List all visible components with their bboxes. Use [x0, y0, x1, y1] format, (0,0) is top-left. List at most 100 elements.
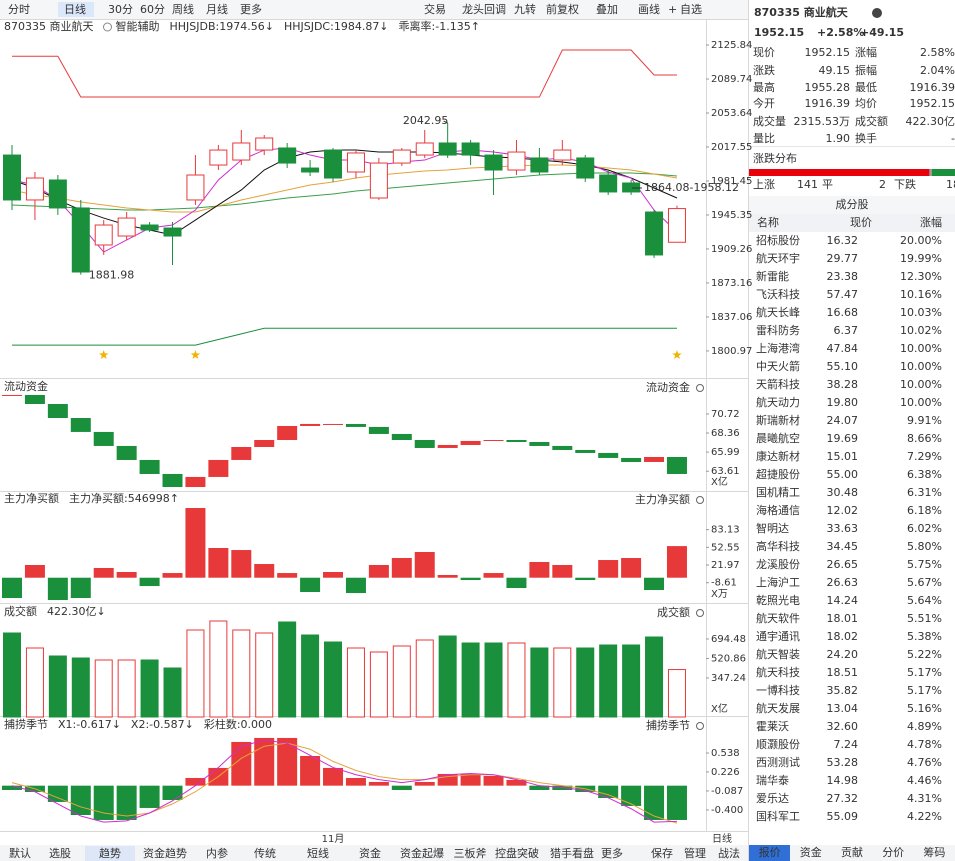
- stock-change: 6.18%: [907, 504, 942, 517]
- toolbar-button[interactable]: 30分: [108, 3, 133, 16]
- candle-body: [369, 162, 388, 199]
- axis-unit: X亿: [711, 475, 728, 488]
- stock-name[interactable]: 国机精工: [756, 485, 800, 499]
- stock-name[interactable]: 高华科技: [756, 539, 800, 553]
- stock-name[interactable]: 上海港湾: [756, 341, 800, 355]
- stock-name[interactable]: 航天科技: [756, 665, 800, 679]
- stock-name[interactable]: 顺灏股份: [756, 737, 800, 751]
- toolbar-button[interactable]: 九转: [514, 2, 536, 16]
- stock-name[interactable]: 斯瑞新材: [756, 413, 800, 427]
- stock-change: 5.51%: [907, 612, 942, 625]
- toolbar-button[interactable]: 交易: [424, 2, 446, 16]
- stock-change: 5.64%: [907, 594, 942, 607]
- bottom-tab-action[interactable]: 管理: [684, 846, 706, 860]
- bottom-tab[interactable]: 传统: [254, 847, 276, 860]
- stock-name[interactable]: 康达新材: [756, 449, 800, 463]
- divider: [749, 146, 955, 147]
- panel-tab[interactable]: 贡献: [841, 845, 863, 859]
- volume-bar: [369, 651, 388, 718]
- bottom-tab[interactable]: 默认: [9, 847, 31, 860]
- pane-subtitle[interactable]: 智能辅助: [116, 19, 160, 33]
- toolbar-button[interactable]: 月线: [206, 2, 228, 16]
- toolbar-button[interactable]: 叠加: [596, 3, 618, 16]
- quote-label: 涨幅: [855, 46, 877, 59]
- settings-icon[interactable]: [696, 722, 704, 730]
- stock-name[interactable]: 天箭科技: [756, 377, 800, 391]
- stock-name[interactable]: 航天发展: [756, 701, 800, 715]
- bottom-tab[interactable]: 资金趋势: [143, 846, 187, 860]
- toolbar-button[interactable]: 自选: [680, 3, 702, 16]
- toolbar-button[interactable]: 分时: [8, 3, 30, 16]
- quote-label: 现价: [753, 46, 775, 59]
- stock-name[interactable]: 智明达: [756, 521, 789, 535]
- toolbar-button[interactable]: 画线: [638, 2, 660, 16]
- panel-tab[interactable]: 筹码: [923, 845, 945, 859]
- bottom-tab[interactable]: 趋势: [99, 847, 121, 860]
- indicator-bar: [47, 577, 68, 601]
- stock-name[interactable]: 新雷能: [756, 269, 789, 283]
- toolbar-button[interactable]: 更多: [240, 2, 262, 16]
- stock-name[interactable]: 乾照光电: [756, 593, 800, 607]
- panel-tab[interactable]: 资金: [800, 845, 822, 859]
- stock-name[interactable]: 国科军工: [756, 809, 800, 823]
- settings-icon[interactable]: [696, 496, 704, 504]
- bottom-tab[interactable]: 更多: [601, 846, 623, 860]
- bottom-tab[interactable]: 资金起爆: [400, 846, 444, 860]
- stock-name[interactable]: 通宇通讯: [756, 630, 800, 643]
- info-icon[interactable]: [872, 8, 882, 18]
- stock-name[interactable]: 招标股份: [756, 233, 800, 247]
- stock-name[interactable]: 瑞华泰: [756, 773, 789, 787]
- stock-name[interactable]: 一博科技: [756, 683, 800, 697]
- stock-name[interactable]: 海格通信: [756, 503, 800, 517]
- stock-name[interactable]: 爱乐达: [756, 792, 789, 805]
- bottom-tab-action[interactable]: 战法: [718, 846, 740, 860]
- stock-name[interactable]: 中天火箭: [756, 359, 800, 373]
- volume-bar: [232, 629, 251, 718]
- settings-icon[interactable]: [696, 609, 704, 617]
- bottom-tab[interactable]: 选股: [49, 847, 71, 860]
- bottom-tab-action[interactable]: 保存: [651, 846, 673, 860]
- panel-tab[interactable]: 分价: [882, 846, 904, 859]
- bottom-tab[interactable]: 控盘突破: [495, 846, 539, 860]
- stock-name[interactable]: 龙溪股份: [756, 558, 800, 571]
- y-tick-label: -0.400: [711, 805, 743, 816]
- bottom-tab[interactable]: 三板斧: [454, 846, 487, 860]
- toolbar-button[interactable]: 周线: [172, 2, 194, 16]
- dropdown-icon[interactable]: [103, 22, 112, 32]
- stock-change: 5.17%: [907, 684, 942, 697]
- settings-icon[interactable]: [696, 384, 704, 392]
- legend-entry: 乖离率:-1.135↑: [399, 19, 480, 33]
- stock-price: 26.65: [827, 558, 859, 571]
- stock-change: 8.66%: [907, 432, 942, 445]
- volume-bar: [324, 641, 343, 718]
- stock-name[interactable]: 飞沃科技: [756, 287, 800, 301]
- panel-tab[interactable]: 报价: [759, 845, 781, 859]
- bottom-tab[interactable]: 短线: [307, 846, 329, 860]
- stock-name[interactable]: 超捷股份: [756, 467, 800, 481]
- axis-unit: X亿: [711, 702, 728, 715]
- toolbar-button[interactable]: 前复权: [546, 2, 579, 16]
- stock-name[interactable]: 霍莱沃: [756, 720, 789, 733]
- stock-name[interactable]: 晨曦航空: [756, 431, 800, 445]
- stock-name[interactable]: 西测测试: [756, 756, 800, 769]
- indicator-bar: [552, 565, 573, 578]
- candle-body: [232, 142, 251, 161]
- bottom-tab[interactable]: 内参: [206, 846, 228, 860]
- indicator-bar: [621, 558, 642, 578]
- bottom-tab[interactable]: 资金: [359, 846, 381, 860]
- table-header-bg: [749, 214, 955, 232]
- stock-name[interactable]: 上海沪工: [756, 575, 800, 589]
- stock-name[interactable]: 航天长峰: [756, 305, 800, 319]
- bottom-tab[interactable]: 猎手看盘: [550, 846, 594, 860]
- stock-name[interactable]: 航天环宇: [756, 251, 800, 265]
- toolbar-button[interactable]: 日线: [64, 2, 86, 16]
- pane-title: 主力净买额: [4, 491, 59, 505]
- toolbar-button[interactable]: 60分: [140, 3, 165, 16]
- volume-bar: [94, 659, 113, 718]
- stock-name[interactable]: 航天动力: [756, 395, 800, 409]
- stock-name[interactable]: 航天软件: [756, 611, 800, 625]
- indicator-bar: [460, 577, 481, 581]
- stock-name[interactable]: 航天智装: [756, 647, 800, 661]
- stock-name[interactable]: 雷科防务: [756, 323, 800, 337]
- toolbar-button[interactable]: 龙头回调: [462, 3, 506, 16]
